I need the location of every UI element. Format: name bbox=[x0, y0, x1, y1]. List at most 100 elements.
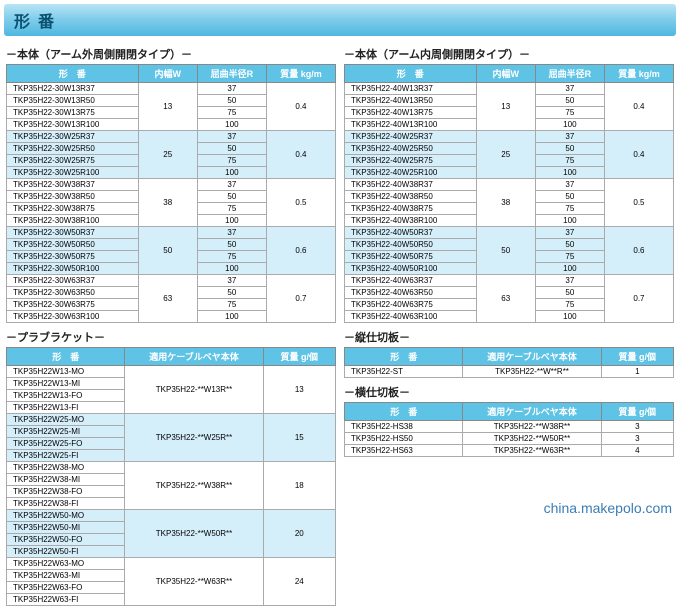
table-row: TKP35H22W25-MOTKP35H22-**W25R**15 bbox=[7, 414, 336, 426]
table-header: 適用ケーブルベヤ本体 bbox=[463, 348, 601, 366]
radius-cell: 75 bbox=[197, 203, 266, 215]
table-row: TKP35H22-HS50TKP35H22-**W50R**3 bbox=[345, 433, 674, 445]
model-cell: TKP35H22-40W63R100 bbox=[345, 311, 477, 323]
table-row: TKP35H22-HS38TKP35H22-**W38R**3 bbox=[345, 421, 674, 433]
table-header: 質量 g/個 bbox=[601, 348, 673, 366]
radius-cell: 100 bbox=[197, 311, 266, 323]
model-cell: TKP35H22-HS50 bbox=[345, 433, 463, 445]
radius-cell: 75 bbox=[197, 299, 266, 311]
table-row: TKP35H22W63-MOTKP35H22-**W63R**24 bbox=[7, 558, 336, 570]
model-cell: TKP35H22W50-MI bbox=[7, 522, 125, 534]
radius-cell: 50 bbox=[535, 191, 604, 203]
table-header: 形 番 bbox=[345, 403, 463, 421]
model-cell: TKP35H22-40W25R37 bbox=[345, 131, 477, 143]
radius-cell: 50 bbox=[197, 143, 266, 155]
mass-cell: 15 bbox=[263, 414, 335, 462]
model-cell: TKP35H22-40W25R100 bbox=[345, 167, 477, 179]
radius-cell: 100 bbox=[535, 311, 604, 323]
radius-cell: 37 bbox=[535, 83, 604, 95]
radius-cell: 100 bbox=[197, 263, 266, 275]
model-cell: TKP35H22W63-FO bbox=[7, 582, 125, 594]
radius-cell: 50 bbox=[197, 95, 266, 107]
table-row: TKP35H22-HS63TKP35H22-**W63R**4 bbox=[345, 445, 674, 457]
mass-cell: 0.4 bbox=[604, 83, 673, 131]
table-row: TKP35H22-40W63R3763370.7 bbox=[345, 275, 674, 287]
table-header: 質量 g/個 bbox=[263, 348, 335, 366]
width-cell: 50 bbox=[476, 227, 535, 275]
table-row: TKP35H22-30W63R3763370.7 bbox=[7, 275, 336, 287]
mass-cell: 20 bbox=[263, 510, 335, 558]
radius-cell: 100 bbox=[535, 215, 604, 227]
left-body-table: 形 番内幅W屈曲半径R質量 kg/mTKP35H22-30W13R3713370… bbox=[6, 64, 336, 323]
hsep-title: －横仕切板－ bbox=[344, 384, 674, 400]
width-cell: 13 bbox=[476, 83, 535, 131]
left-body-title: －本体（アーム外周側開閉タイプ）－ bbox=[6, 46, 336, 62]
table-row: TKP35H22-40W13R3713370.4 bbox=[345, 83, 674, 95]
model-cell: TKP35H22-30W38R100 bbox=[7, 215, 139, 227]
radius-cell: 37 bbox=[197, 179, 266, 191]
body-cell: TKP35H22-**W25R** bbox=[125, 414, 263, 462]
radius-cell: 37 bbox=[197, 275, 266, 287]
table-header: 質量 g/個 bbox=[601, 403, 673, 421]
radius-cell: 100 bbox=[535, 263, 604, 275]
model-cell: TKP35H22-30W38R37 bbox=[7, 179, 139, 191]
model-cell: TKP35H22-40W13R37 bbox=[345, 83, 477, 95]
mass-cell: 3 bbox=[601, 433, 673, 445]
vsep-title: －縦仕切板－ bbox=[344, 329, 674, 345]
radius-cell: 37 bbox=[197, 131, 266, 143]
table-header: 質量 kg/m bbox=[604, 65, 673, 83]
table-row: TKP35H22-30W25R3725370.4 bbox=[7, 131, 336, 143]
mass-cell: 0.4 bbox=[604, 131, 673, 179]
mass-cell: 24 bbox=[263, 558, 335, 606]
body-cell: TKP35H22-**W38R** bbox=[463, 421, 601, 433]
model-cell: TKP35H22-40W38R37 bbox=[345, 179, 477, 191]
table-row: TKP35H22-30W13R3713370.4 bbox=[7, 83, 336, 95]
table-header: 形 番 bbox=[7, 65, 139, 83]
body-cell: TKP35H22-**W**R** bbox=[463, 366, 601, 378]
model-cell: TKP35H22W13-FO bbox=[7, 390, 125, 402]
radius-cell: 75 bbox=[535, 251, 604, 263]
table-row: TKP35H22-40W50R3750370.6 bbox=[345, 227, 674, 239]
radius-cell: 100 bbox=[535, 167, 604, 179]
model-cell: TKP35H22-30W13R50 bbox=[7, 95, 139, 107]
table-row: TKP35H22-30W38R3738370.5 bbox=[7, 179, 336, 191]
right-column: －本体（アーム内周側開閉タイプ）－ 形 番内幅W屈曲半径R質量 kg/mTKP3… bbox=[344, 40, 674, 606]
model-cell: TKP35H22-40W25R50 bbox=[345, 143, 477, 155]
model-cell: TKP35H22W50-FO bbox=[7, 534, 125, 546]
radius-cell: 50 bbox=[535, 287, 604, 299]
table-header: 形 番 bbox=[7, 348, 125, 366]
model-cell: TKP35H22-30W63R75 bbox=[7, 299, 139, 311]
radius-cell: 50 bbox=[197, 287, 266, 299]
radius-cell: 100 bbox=[535, 119, 604, 131]
radius-cell: 50 bbox=[535, 143, 604, 155]
mass-cell: 0.7 bbox=[604, 275, 673, 323]
model-cell: TKP35H22-30W38R50 bbox=[7, 191, 139, 203]
bracket-title: －プラブラケット－ bbox=[6, 329, 336, 345]
model-cell: TKP35H22-40W63R75 bbox=[345, 299, 477, 311]
model-cell: TKP35H22-40W63R50 bbox=[345, 287, 477, 299]
model-cell: TKP35H22-30W50R37 bbox=[7, 227, 139, 239]
mass-cell: 0.7 bbox=[266, 275, 335, 323]
model-cell: TKP35H22-40W38R100 bbox=[345, 215, 477, 227]
body-cell: TKP35H22-**W63R** bbox=[463, 445, 601, 457]
radius-cell: 75 bbox=[535, 107, 604, 119]
model-cell: TKP35H22W13-MO bbox=[7, 366, 125, 378]
table-row: TKP35H22-STTKP35H22-**W**R**1 bbox=[345, 366, 674, 378]
model-cell: TKP35H22-40W50R50 bbox=[345, 239, 477, 251]
model-cell: TKP35H22-30W38R75 bbox=[7, 203, 139, 215]
model-cell: TKP35H22-ST bbox=[345, 366, 463, 378]
model-cell: TKP35H22W25-MI bbox=[7, 426, 125, 438]
radius-cell: 75 bbox=[197, 107, 266, 119]
mass-cell: 1 bbox=[601, 366, 673, 378]
radius-cell: 50 bbox=[535, 239, 604, 251]
radius-cell: 75 bbox=[535, 299, 604, 311]
model-cell: TKP35H22-30W25R75 bbox=[7, 155, 139, 167]
model-cell: TKP35H22W13-MI bbox=[7, 378, 125, 390]
radius-cell: 75 bbox=[535, 155, 604, 167]
width-cell: 13 bbox=[138, 83, 197, 131]
table-header: 屈曲半径R bbox=[197, 65, 266, 83]
model-cell: TKP35H22-30W50R50 bbox=[7, 239, 139, 251]
model-cell: TKP35H22W63-MI bbox=[7, 570, 125, 582]
mass-cell: 0.5 bbox=[266, 179, 335, 227]
model-cell: TKP35H22W25-MO bbox=[7, 414, 125, 426]
